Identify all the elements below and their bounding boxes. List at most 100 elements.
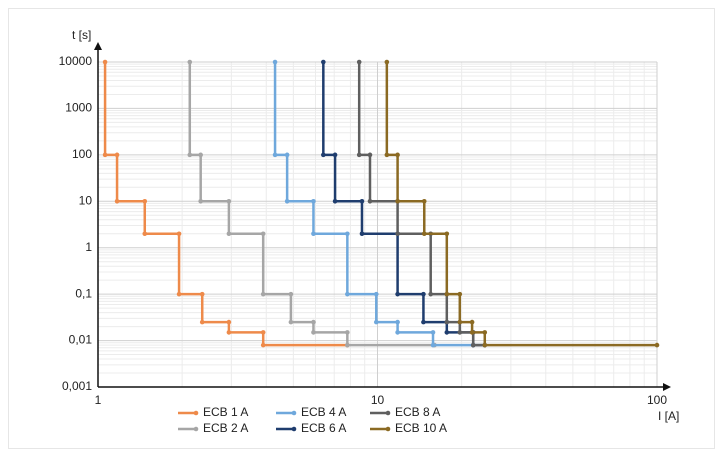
series-point [272, 59, 278, 65]
series-point [102, 152, 108, 158]
y-tick-label: 10000 [59, 54, 93, 68]
legend-swatch-dot [385, 426, 391, 432]
series-point [260, 342, 266, 348]
legend-label: ECB 2 A [203, 421, 248, 435]
series-point [654, 342, 660, 348]
series-point [176, 231, 182, 237]
series-point [311, 319, 316, 325]
series-point [421, 319, 426, 325]
legend-swatch-dot [385, 410, 391, 416]
series-point [199, 291, 205, 297]
series-point [102, 59, 108, 65]
series-point [384, 152, 390, 158]
series-point [345, 231, 350, 237]
y-tick-label: 0,01 [69, 333, 93, 347]
series-point [356, 59, 362, 65]
series-point [395, 330, 400, 335]
series-point [272, 152, 278, 158]
series-point [482, 330, 488, 335]
y-axis-arrow [94, 42, 102, 50]
x-tick-label: 1 [95, 393, 102, 407]
series-point [421, 198, 427, 204]
legend-label: ECB 6 A [301, 421, 346, 435]
series-point [260, 231, 266, 237]
series-point [421, 291, 426, 297]
legend-label: ECB 10 A [395, 421, 447, 435]
legend-label: ECB 4 A [301, 405, 346, 419]
series-point [187, 152, 193, 158]
series-point [288, 291, 294, 297]
series-point [482, 342, 488, 348]
legend-swatch-dot [193, 410, 199, 416]
series-point [176, 291, 182, 297]
series-point [444, 291, 450, 297]
series-point [395, 198, 400, 204]
series-point [356, 152, 362, 158]
y-tick-label: 0,1 [75, 286, 92, 300]
series-point [395, 231, 400, 237]
series-point [345, 291, 350, 297]
series-point [311, 231, 316, 237]
series-point [457, 291, 463, 297]
series-point [226, 319, 232, 325]
x-tick-label: 100 [647, 393, 667, 407]
x-axis-label: I [A] [658, 409, 679, 423]
series-point [114, 152, 120, 158]
series-point [373, 319, 379, 325]
series-point [199, 319, 205, 325]
series-point [226, 231, 232, 237]
series-point [444, 330, 450, 335]
series-point [142, 231, 148, 237]
legend-label: ECB 8 A [395, 405, 440, 419]
y-tick-label: 1000 [65, 101, 92, 115]
series-point [430, 330, 436, 335]
y-tick-label: 100 [72, 147, 92, 161]
series-point [260, 330, 266, 335]
series-point [198, 152, 203, 158]
series-point [359, 198, 365, 204]
series-point [469, 319, 475, 325]
series-point [288, 319, 294, 325]
x-axis-arrow [663, 383, 671, 391]
series-point [311, 198, 316, 204]
series-point [367, 198, 373, 204]
series-point [457, 319, 463, 325]
series-point [284, 152, 290, 158]
series-point [470, 342, 476, 348]
series-point [373, 291, 379, 297]
y-axis-label: t [s] [72, 28, 91, 42]
series-point [444, 231, 450, 237]
series-point [321, 152, 326, 158]
series-point [226, 330, 232, 335]
y-tick-label: 0,001 [62, 379, 92, 393]
series-point [260, 291, 266, 297]
series-point [395, 291, 400, 297]
series-point [395, 319, 400, 325]
series-point [311, 330, 316, 335]
series-point [421, 231, 427, 237]
legend-swatch-dot [291, 426, 297, 432]
series-point [332, 198, 338, 204]
series-point [198, 198, 203, 204]
legend-swatch-dot [291, 410, 297, 416]
series-point [359, 231, 365, 237]
series-point [428, 291, 433, 297]
legend-swatch-dot [193, 426, 199, 432]
series-point [395, 152, 400, 158]
legend-label: ECB 1 A [203, 405, 248, 419]
series-point [114, 198, 120, 204]
series-point [226, 198, 232, 204]
series-point [430, 342, 436, 348]
series-point [457, 330, 463, 335]
series-point [332, 152, 338, 158]
series-point [469, 330, 475, 335]
y-tick-label: 1 [85, 240, 92, 254]
x-tick-label: 10 [371, 393, 385, 407]
series-point [444, 319, 450, 325]
series-point [321, 59, 326, 65]
series-point [187, 59, 193, 65]
series-point [284, 198, 290, 204]
series-point [142, 198, 148, 204]
y-tick-label: 10 [79, 193, 93, 207]
